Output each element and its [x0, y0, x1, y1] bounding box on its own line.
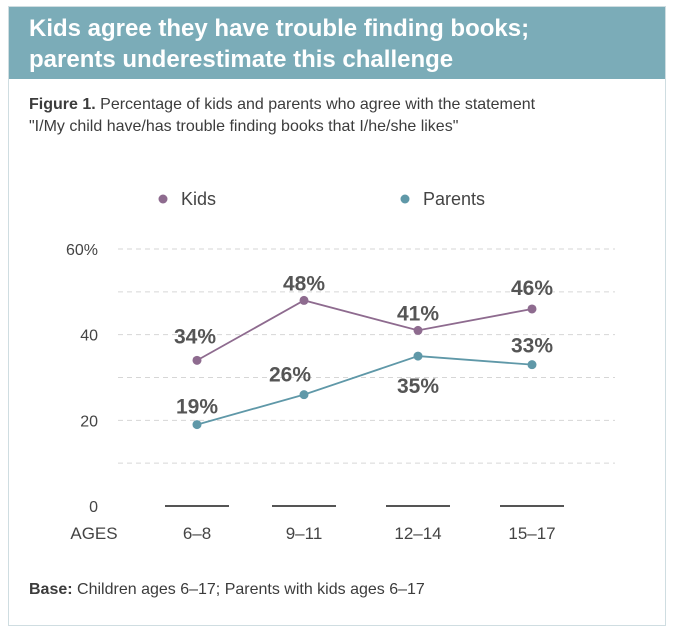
x-tick-label: 9–11 [286, 524, 323, 543]
title-line-2: parents underestimate this challenge [29, 46, 454, 73]
base-note: Base: Children ages 6–17; Parents with k… [29, 581, 425, 599]
legend-label: Parents [423, 189, 485, 209]
data-point [413, 351, 423, 361]
data-label: 26% [269, 364, 311, 387]
y-tick-label: 60% [66, 242, 98, 259]
legend-marker [400, 194, 410, 204]
y-tick-label: 20 [80, 413, 98, 430]
y-tick-label: 0 [89, 499, 98, 516]
data-point [192, 355, 202, 365]
data-point [299, 390, 309, 400]
data-label: 46% [511, 277, 553, 300]
legend-label: Kids [181, 189, 216, 209]
figure-label: Figure 1. [29, 96, 96, 113]
x-tick-label: 12–14 [394, 524, 441, 543]
x-tick-label: 6–8 [183, 524, 211, 543]
x-tick-label: 15–17 [508, 524, 555, 543]
caption-line-1: Percentage of kids and parents who agree… [100, 96, 536, 113]
figure-card: Kids agree they have trouble finding boo… [8, 6, 666, 626]
data-point [299, 295, 309, 305]
title-line-1: Kids agree they have trouble finding boo… [29, 15, 530, 42]
data-point [527, 360, 537, 370]
data-point [413, 325, 423, 335]
base-text: Children ages 6–17; Parents with kids ag… [77, 581, 425, 598]
figure-caption: Figure 1. Percentage of kids and parents… [29, 94, 659, 138]
data-label: 33% [511, 335, 553, 358]
data-label: 41% [397, 302, 439, 325]
y-tick-label: 40 [80, 328, 98, 345]
title-banner: Kids agree they have trouble finding boo… [9, 7, 665, 79]
data-point [192, 420, 202, 430]
caption-line-2: "I/My child have/has trouble finding boo… [29, 118, 459, 135]
series-line [196, 299, 533, 362]
data-label: 19% [176, 396, 218, 419]
base-label: Base: [29, 581, 73, 598]
data-point [527, 304, 537, 314]
data-label: 34% [174, 325, 216, 348]
legend-marker [158, 194, 168, 204]
data-label: 48% [283, 272, 325, 295]
data-label: 35% [397, 375, 439, 398]
series-line [196, 355, 533, 426]
x-axis-label: AGES [70, 524, 117, 543]
